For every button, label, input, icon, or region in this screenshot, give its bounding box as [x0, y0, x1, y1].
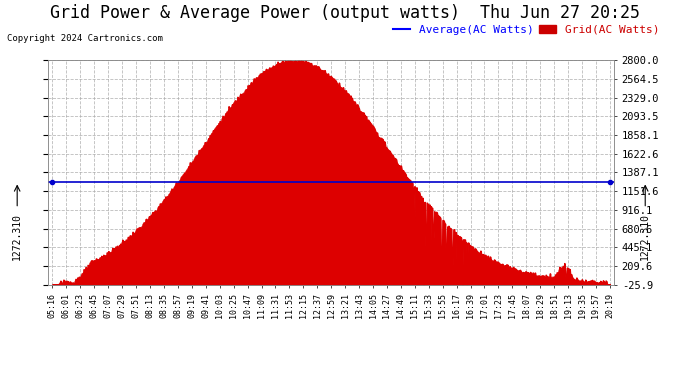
Text: 1272.310: 1272.310: [12, 213, 22, 260]
Legend: Average(AC Watts), Grid(AC Watts): Average(AC Watts), Grid(AC Watts): [389, 21, 664, 39]
Text: 1272.310: 1272.310: [640, 213, 650, 260]
Text: Grid Power & Average Power (output watts)  Thu Jun 27 20:25: Grid Power & Average Power (output watts…: [50, 4, 640, 22]
Text: Copyright 2024 Cartronics.com: Copyright 2024 Cartronics.com: [7, 34, 163, 43]
